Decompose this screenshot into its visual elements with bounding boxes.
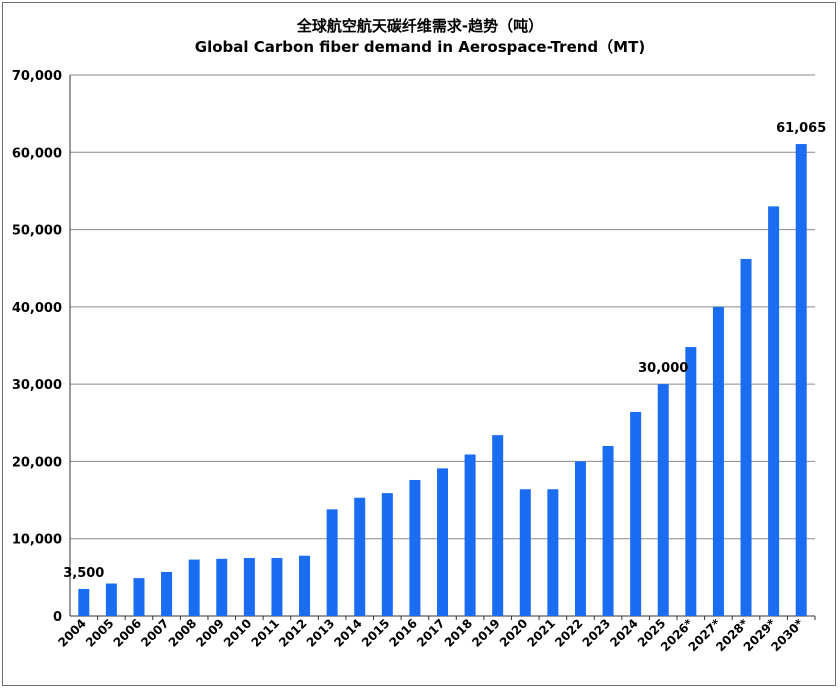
x-tick-label: 2009: [193, 616, 227, 650]
bar: [354, 497, 366, 616]
x-tick-label: 2011: [249, 616, 283, 650]
bar: [271, 558, 283, 616]
bar: [105, 583, 117, 616]
x-tick-label: 2024: [607, 616, 641, 650]
chart-subtitle: Global Carbon fiber demand in Aerospace-…: [194, 38, 646, 56]
x-tick-label: 2020: [497, 616, 531, 650]
x-tick-label: 2005: [83, 616, 117, 650]
bar: [409, 479, 421, 616]
x-tick-label: 2019: [469, 616, 503, 650]
bar: [216, 558, 228, 616]
bar: [740, 258, 752, 616]
y-tick-label: 20,000: [12, 455, 62, 470]
bar: [712, 306, 724, 616]
chart-title: 全球航空航天碳纤维需求-趋势（吨）: [296, 17, 544, 35]
x-tick-label: 2021: [524, 616, 558, 650]
x-tick-label: 2008: [166, 616, 200, 650]
bar: [381, 493, 393, 616]
x-tick-label: 2006: [111, 616, 145, 650]
x-tick-label: 2017: [414, 616, 448, 650]
bar: [685, 347, 697, 616]
y-tick-label: 30,000: [12, 378, 62, 393]
bar: [519, 489, 531, 616]
bar: [657, 384, 669, 616]
bar: [464, 454, 476, 616]
y-tick-label: 70,000: [12, 69, 62, 84]
x-tick-label: 2007: [138, 616, 172, 650]
x-tick-label: 2015: [359, 616, 393, 650]
bar: [574, 461, 586, 616]
bar: [437, 468, 448, 616]
bar: [133, 578, 145, 616]
x-tick-label: 2018: [442, 616, 476, 650]
data-label: 3,500: [63, 566, 104, 581]
bar: [492, 435, 504, 616]
bar: [161, 571, 173, 616]
y-tick-label: 40,000: [12, 301, 62, 316]
x-tick-label: 2022: [552, 616, 586, 650]
data-label: 30,000: [638, 361, 688, 376]
bar: [326, 509, 338, 616]
x-tick-label: 2030*: [768, 616, 806, 654]
bar: [602, 445, 614, 616]
y-tick-label: 60,000: [12, 146, 62, 161]
x-tick-label: 2012: [276, 616, 310, 650]
bar: [243, 558, 255, 616]
y-tick-label: 10,000: [12, 533, 62, 548]
x-tick-label: 2010: [221, 616, 255, 650]
bar: [768, 206, 780, 616]
data-label: 61,065: [776, 121, 826, 136]
x-tick-label: 2023: [580, 616, 614, 650]
x-tick-label: 2016: [387, 616, 421, 650]
y-tick-label: 50,000: [12, 224, 62, 239]
bar: [188, 559, 200, 616]
x-tick-label: 2014: [331, 616, 365, 650]
bar: [547, 489, 559, 616]
bar: [299, 555, 311, 616]
bar: [78, 588, 90, 616]
y-tick-label: 0: [53, 610, 62, 625]
bar: [795, 144, 807, 616]
x-tick-label: 2013: [304, 616, 338, 650]
bar: [630, 411, 642, 616]
